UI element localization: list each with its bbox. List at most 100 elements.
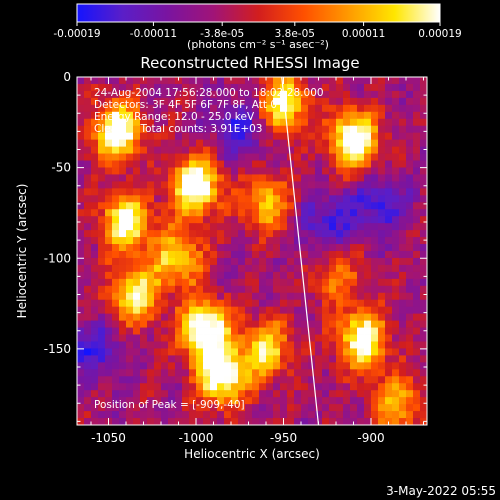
heatmap-cell xyxy=(273,125,281,134)
heatmap-cell xyxy=(252,83,260,92)
heatmap-cell xyxy=(329,195,337,203)
heatmap-cell xyxy=(336,306,344,315)
heatmap-cell xyxy=(77,397,85,405)
heatmap-cell xyxy=(294,160,302,168)
heatmap-cell xyxy=(280,390,288,398)
heatmap-cell xyxy=(308,397,316,405)
heatmap-cell xyxy=(336,404,344,412)
heatmap-cell xyxy=(112,278,120,287)
heatmap-cell xyxy=(203,306,211,315)
heatmap-cell xyxy=(322,202,330,210)
heatmap-cell xyxy=(357,90,365,99)
heatmap-cell xyxy=(217,264,225,273)
heatmap-cell xyxy=(175,251,183,259)
heatmap-cell xyxy=(336,369,344,377)
heatmap-cell xyxy=(266,411,274,419)
heatmap-cell xyxy=(301,299,309,308)
heatmap-cell xyxy=(315,292,323,301)
heatmap-cell xyxy=(154,195,162,203)
heatmap-cell xyxy=(203,285,211,294)
heatmap-cell xyxy=(329,111,337,120)
heatmap-cell xyxy=(399,195,407,203)
heatmap-cell xyxy=(203,139,211,147)
heatmap-cell xyxy=(308,257,316,266)
heatmap-cell xyxy=(252,251,260,259)
heatmap-cell xyxy=(406,125,414,134)
heatmap-cell xyxy=(231,292,239,301)
heatmap-cell xyxy=(329,418,337,425)
heatmap-cell xyxy=(203,77,211,85)
heatmap-cell xyxy=(413,188,421,196)
heatmap-cell xyxy=(77,230,85,238)
heatmap-cell xyxy=(322,139,330,147)
heatmap-cell xyxy=(154,146,162,154)
heatmap-cell xyxy=(161,341,169,349)
heatmap-cell xyxy=(280,257,288,266)
heatmap-cell xyxy=(154,104,162,113)
heatmap-cell xyxy=(182,376,190,384)
heatmap-cell xyxy=(84,202,92,210)
heatmap-cell xyxy=(196,320,204,328)
heatmap-cell xyxy=(301,97,309,106)
heatmap-cell xyxy=(315,174,323,182)
heatmap-cell xyxy=(231,320,239,328)
heatmap-cell xyxy=(392,181,400,189)
heatmap-cell xyxy=(154,411,162,419)
heatmap-cell xyxy=(105,181,113,189)
heatmap-cell xyxy=(364,111,372,120)
heatmap-cell xyxy=(224,390,232,398)
heatmap-cell xyxy=(364,397,372,405)
heatmap-cell xyxy=(112,418,120,425)
heatmap-cell xyxy=(259,153,267,161)
heatmap-cell xyxy=(210,174,218,182)
heatmap-cell xyxy=(301,278,309,287)
heatmap-cell xyxy=(308,376,316,384)
heatmap-cell xyxy=(406,404,414,412)
heatmap-cell xyxy=(343,418,351,425)
heatmap-cell xyxy=(308,278,316,287)
heatmap-cell xyxy=(343,223,351,231)
heatmap-cell xyxy=(112,223,120,231)
heatmap-cell xyxy=(259,146,267,154)
heatmap-cell xyxy=(147,160,155,168)
heatmap-cell xyxy=(301,111,309,120)
heatmap-cell xyxy=(308,111,316,120)
heatmap-cell xyxy=(308,90,316,99)
heatmap-cell xyxy=(245,376,253,384)
heatmap-cell xyxy=(413,376,421,384)
heatmap-cell xyxy=(154,271,162,280)
heatmap-cell xyxy=(259,223,267,231)
heatmap-cell xyxy=(259,139,267,147)
heatmap-cell xyxy=(231,251,239,259)
heatmap-cell xyxy=(77,216,85,224)
heatmap-cell xyxy=(245,285,253,294)
heatmap-cell xyxy=(147,264,155,273)
heatmap-cell xyxy=(308,334,316,342)
heatmap-cell xyxy=(252,139,260,147)
heatmap-cell xyxy=(371,167,379,175)
heatmap-cell xyxy=(112,292,120,301)
heatmap-cell xyxy=(406,223,414,231)
y-tick-label: -50 xyxy=(51,161,71,175)
heatmap-cell xyxy=(252,90,260,99)
heatmap-cell xyxy=(126,334,134,342)
heatmap-cell xyxy=(364,334,372,342)
heatmap-cell xyxy=(98,188,106,196)
heatmap-cell xyxy=(126,188,134,196)
heatmap-cell xyxy=(343,411,351,419)
heatmap-cell xyxy=(217,320,225,328)
heatmap-cell xyxy=(224,216,232,224)
heatmap-cell xyxy=(294,237,302,245)
heatmap-cell xyxy=(378,257,386,266)
heatmap-cell xyxy=(315,139,323,147)
heatmap-cell xyxy=(322,83,330,92)
heatmap-cell xyxy=(287,223,295,231)
heatmap-cell xyxy=(189,188,197,196)
heatmap-cell xyxy=(343,383,351,391)
heatmap-cell xyxy=(399,418,407,425)
heatmap-cell xyxy=(217,383,225,391)
heatmap-cell xyxy=(154,390,162,398)
heatmap-cell xyxy=(217,404,225,412)
heatmap-cell xyxy=(252,167,260,175)
heatmap-cell xyxy=(392,362,400,370)
